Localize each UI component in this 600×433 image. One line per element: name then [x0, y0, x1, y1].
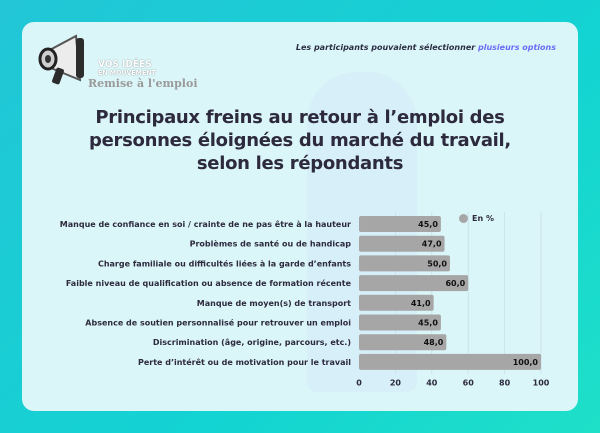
x-tick-label: 100: [533, 379, 550, 388]
legend-label: En %: [472, 214, 494, 223]
category-label: Charge familiale ou difficultés liées à …: [98, 258, 351, 268]
x-tick-label: 40: [426, 379, 438, 388]
note-text: Les participants pouvaient sélectionner: [295, 43, 478, 52]
legend-swatch: [459, 214, 468, 223]
x-tick-label: 0: [356, 379, 362, 388]
note-highlight: plusieurs options: [477, 43, 556, 52]
value-label: 60,0: [445, 279, 465, 288]
bar: [359, 294, 434, 311]
category-label: Perte d’intérêt ou de motivation pour le…: [138, 357, 351, 367]
value-label: 45,0: [418, 220, 438, 229]
bar: [359, 255, 450, 272]
value-label: 41,0: [411, 299, 431, 308]
bar: [359, 235, 445, 252]
bar: [359, 216, 441, 232]
value-label: 48,0: [424, 338, 444, 347]
logo: VOS IDÉES EN MOUVEMENT: [32, 30, 212, 90]
category-label: Discrimination (âge, origine, parcours, …: [153, 338, 351, 347]
x-tick-label: 60: [463, 379, 475, 388]
brand-logo-text: VOS IDÉES EN MOUVEMENT: [98, 60, 156, 78]
value-label: 45,0: [418, 319, 438, 328]
category-label: Manque de confiance en soi / crainte de …: [60, 219, 351, 229]
selection-note: Les participants pouvaient sélectionner …: [296, 42, 556, 54]
category-label: Problèmes de santé ou de handicap: [190, 239, 352, 249]
category-label: Faible niveau de qualification ou absenc…: [66, 278, 352, 288]
category-label: Absence de soutien personnalisé pour ret…: [85, 318, 351, 328]
bar: [359, 334, 447, 351]
bar: [359, 314, 441, 331]
chart-title: Principaux freins au retour à l’emploi d…: [89, 107, 511, 174]
bar: [359, 275, 469, 292]
value-label: 50,0: [427, 259, 447, 268]
value-label: 100,0: [513, 358, 539, 367]
bar: [359, 353, 541, 370]
value-label: 47,0: [422, 240, 442, 249]
x-tick-label: 80: [499, 379, 511, 388]
logo-line2: EN MOUVEMENT: [98, 69, 156, 77]
legend: En %: [459, 214, 494, 223]
card: VOS IDÉES EN MOUVEMENT Remise à l'emploi…: [22, 22, 578, 411]
logo-line1: VOS IDÉES: [98, 59, 152, 70]
section-label: Remise à l'emploi: [88, 77, 198, 90]
category-label: Manque de moyen(s) de transport: [197, 299, 351, 308]
bar-chart: 0 20 40 60 80 100 Manque de confiance en soi /…: [60, 212, 550, 388]
x-tick-label: 20: [390, 379, 402, 388]
